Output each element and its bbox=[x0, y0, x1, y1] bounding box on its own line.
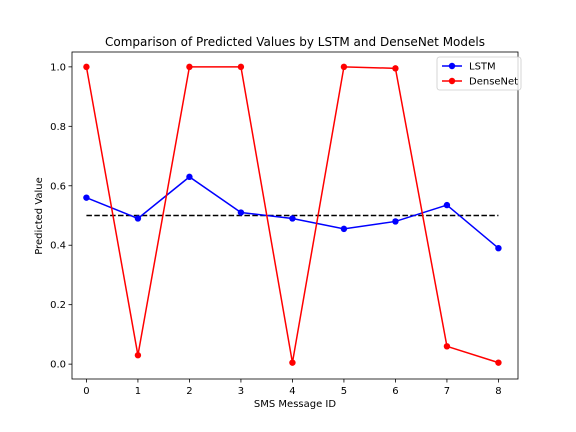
lstm-legend-marker bbox=[448, 62, 456, 70]
densenet-legend-marker bbox=[448, 77, 456, 85]
lstm-point bbox=[289, 215, 296, 222]
densenet-point bbox=[340, 63, 348, 71]
plot-area: 0 1 2 3 4 5 6 7 8 0.0 0.2 0.4 0.6 0.8 1.0 bbox=[50, 51, 519, 397]
y-axis-label: Predicted Value bbox=[34, 177, 45, 255]
lstm-point bbox=[237, 209, 245, 216]
densenet-point bbox=[495, 359, 502, 366]
y-tick-label: 1.0 bbox=[50, 62, 66, 73]
densenet-legend-label: DenseNet bbox=[469, 77, 518, 88]
legend: LSTM DenseNet bbox=[436, 56, 522, 91]
densenet-point bbox=[289, 359, 296, 366]
lstm-point bbox=[186, 173, 193, 181]
x-tick-label: 6 bbox=[392, 386, 398, 397]
lstm-point bbox=[340, 225, 348, 233]
lstm-legend-label: LSTM bbox=[469, 62, 496, 73]
densenet-point bbox=[134, 352, 142, 359]
lstm-point bbox=[83, 194, 90, 201]
lstm-point bbox=[134, 215, 142, 222]
densenet-point bbox=[392, 65, 399, 72]
y-tick-label: 0.8 bbox=[50, 122, 66, 133]
chart-title: Comparison of Predicted Values by LSTM a… bbox=[105, 35, 485, 49]
y-tick-label: 0.4 bbox=[50, 241, 66, 252]
lstm-point bbox=[443, 201, 451, 209]
densenet-point bbox=[237, 63, 245, 71]
densenet-point bbox=[186, 63, 193, 71]
x-tick-label: 8 bbox=[495, 386, 501, 397]
x-tick-label: 4 bbox=[289, 386, 295, 397]
x-tick-label: 7 bbox=[444, 386, 450, 397]
x-tick-label: 1 bbox=[135, 386, 141, 397]
x-tick-label: 5 bbox=[341, 386, 347, 397]
lstm-point bbox=[392, 218, 399, 225]
densenet-point bbox=[83, 63, 90, 71]
x-tick-label: 0 bbox=[83, 386, 89, 397]
y-tick-label: 0.6 bbox=[50, 181, 66, 192]
axes-frame bbox=[71, 51, 519, 380]
x-tick-label: 2 bbox=[186, 386, 192, 397]
x-tick-label: 3 bbox=[238, 386, 244, 397]
densenet-point bbox=[443, 343, 451, 350]
y-tick-label: 0.0 bbox=[50, 360, 66, 371]
y-tick-label: 0.2 bbox=[50, 300, 66, 311]
x-axis-label: SMS Message ID bbox=[254, 399, 336, 410]
lstm-point bbox=[495, 245, 502, 252]
